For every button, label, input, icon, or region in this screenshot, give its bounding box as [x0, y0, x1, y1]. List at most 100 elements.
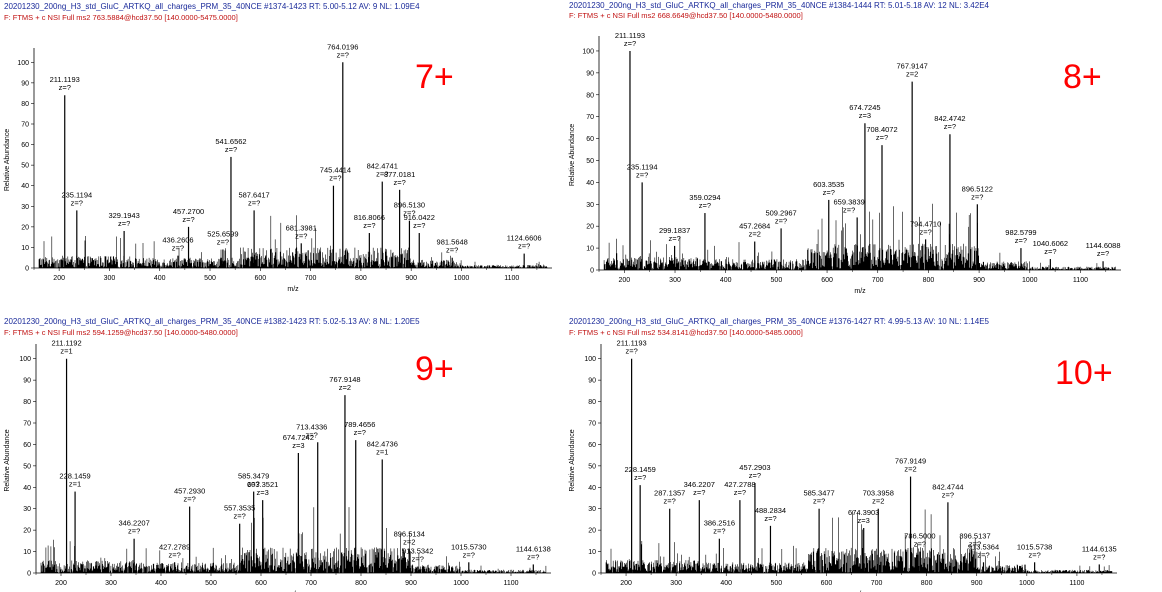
peak-charge-label: z=? [813, 497, 825, 506]
peak-charge-label: z=? [295, 231, 307, 240]
y-tick-label: 60 [23, 442, 31, 449]
x-tick-label: 200 [53, 275, 65, 282]
y-axis-label: Relative Abundance [4, 129, 11, 191]
y-tick-label: 100 [19, 356, 31, 363]
y-tick-label: 80 [588, 399, 596, 406]
peak-charge-label: z=? [1044, 247, 1056, 256]
peak-charge-label: z=? [944, 122, 956, 131]
peak-mz-label: 359.0294 [689, 193, 720, 202]
peak-charge-label: z=? [168, 550, 180, 559]
peak-charge-label: z=? [1097, 249, 1109, 258]
noise-trace [605, 509, 1113, 573]
peak-charge-label: z=? [393, 178, 405, 187]
peak-mz-label: 745.4414 [320, 166, 351, 175]
filter-header: F: FTMS + c NSI Full ms2 534.8141@hcd37.… [569, 328, 803, 337]
peak-mz-label: 708.4072 [866, 125, 897, 134]
x-axis-label: m/z [854, 288, 866, 295]
x-tick-label: 700 [871, 580, 883, 587]
y-tick-label: 80 [21, 101, 29, 108]
y-tick-label: 80 [23, 399, 31, 406]
y-tick-label: 50 [588, 463, 596, 470]
peak-charge-label: z=? [699, 201, 711, 210]
peak-charge-label: z=? [363, 221, 375, 230]
peak-charge-label: z=3 [257, 488, 269, 497]
y-tick-label: 70 [586, 114, 594, 121]
y-tick-label: 10 [588, 549, 596, 556]
y-tick-label: 30 [586, 202, 594, 209]
y-tick-label: 100 [582, 48, 594, 55]
y-tick-label: 60 [21, 142, 29, 149]
peak-mz-label: 457.2903 [739, 463, 770, 472]
x-tick-label: 800 [355, 275, 367, 282]
filter-header: F: FTMS + c NSI Full ms2 763.5884@hcd37.… [4, 13, 238, 22]
peak-mz-label: 674.7245 [849, 103, 880, 112]
peak-mz-label: 235.1194 [627, 162, 658, 171]
y-tick-label: 70 [21, 122, 29, 129]
x-tick-label: 800 [921, 580, 933, 587]
peak-charge-label: z=? [463, 550, 475, 559]
peak-mz-label: 877.0181 [384, 170, 415, 179]
x-tick-label: 400 [720, 580, 732, 587]
y-tick-label: 40 [588, 485, 596, 492]
x-tick-label: 1000 [1019, 580, 1035, 587]
noise-peaks [603, 203, 1117, 270]
peak-charge-label: z=? [225, 145, 237, 154]
y-tick-label: 0 [27, 571, 31, 578]
peak-charge-label: z=? [749, 471, 761, 480]
peak-mz-label: 211.1193 [615, 31, 645, 40]
spectrum-panel-10plus: 20201230_200ng_H3_std_GluC_ARTKQ_all_cha… [565, 308, 1141, 592]
peak-mz-label: 1144.6138 [516, 544, 551, 553]
peak-mz-label: 436.2606 [162, 236, 193, 245]
peak-mz-label: 603.3535 [813, 180, 844, 189]
x-tick-label: 1000 [453, 580, 469, 587]
peak-mz-label: 457.2700 [173, 207, 204, 216]
x-tick-label: 900 [405, 275, 417, 282]
peak-mz-label: 981.5648 [437, 238, 468, 247]
peak-charge-label: z=? [977, 550, 989, 559]
x-tick-label: 200 [55, 580, 67, 587]
scan-header: 20201230_200ng_H3_std_GluC_ARTKQ_all_cha… [569, 1, 990, 10]
y-tick-label: 10 [23, 549, 31, 556]
y-tick-label: 0 [590, 268, 594, 275]
peak-charge-label: z=? [843, 205, 855, 214]
peak-mz-label: 816.8066 [354, 213, 385, 222]
spectrum-svg: 20201230_200ng_H3_std_GluC_ARTKQ_all_cha… [4, 2, 552, 292]
peak-charge-label: z=3 [858, 516, 870, 525]
peak-mz-label: 1144.6135 [1082, 544, 1117, 553]
precursor-charge-label: 9+ [415, 350, 454, 388]
spectrum-panel-9plus: 20201230_200ng_H3_std_GluC_ARTKQ_all_cha… [0, 308, 576, 592]
peak-charge-label: z=? [118, 219, 130, 228]
peak-charge-label: z=? [969, 540, 981, 549]
peak-mz-label: 842.4736 [367, 439, 398, 448]
x-tick-label: 200 [620, 580, 632, 587]
y-tick-label: 90 [588, 378, 596, 385]
peak-mz-label: 794.4710 [910, 219, 941, 228]
peak-charge-label: z=? [518, 242, 530, 251]
peak-mz-label: 842.4744 [932, 482, 963, 491]
x-tick-label: 1100 [1069, 580, 1084, 587]
y-tick-label: 50 [23, 463, 31, 470]
noise-trace [603, 203, 1117, 270]
y-tick-label: 90 [21, 80, 29, 87]
y-tick-label: 30 [588, 506, 596, 513]
peak-mz-label: 703.3958 [863, 489, 894, 498]
peak-mz-label: 789.4656 [344, 420, 375, 429]
peak-mz-label: 211.1193 [617, 339, 647, 348]
peak-charge-label: z=? [182, 215, 194, 224]
x-tick-label: 300 [105, 580, 117, 587]
peak-charge-label: z=? [876, 133, 888, 142]
peak-charge-label: z=? [413, 221, 425, 230]
x-tick-label: 500 [204, 275, 216, 282]
x-tick-label: 600 [255, 580, 267, 587]
spectrum-panel-8plus: 20201230_200ng_H3_std_GluC_ARTKQ_all_cha… [565, 0, 1141, 298]
x-tick-label: 400 [155, 580, 167, 587]
peak-mz-label: 585.3477 [803, 489, 834, 498]
y-tick-label: 0 [592, 571, 596, 578]
peak-charge-label: z=? [625, 347, 637, 356]
noise-peaks [605, 509, 1113, 573]
peak-charge-label: z=2 [904, 465, 916, 474]
peak-charge-label: z=? [128, 527, 140, 536]
y-tick-label: 70 [23, 421, 31, 428]
x-tick-label: 500 [205, 580, 217, 587]
peak-charge-label: z=1 [60, 347, 72, 356]
